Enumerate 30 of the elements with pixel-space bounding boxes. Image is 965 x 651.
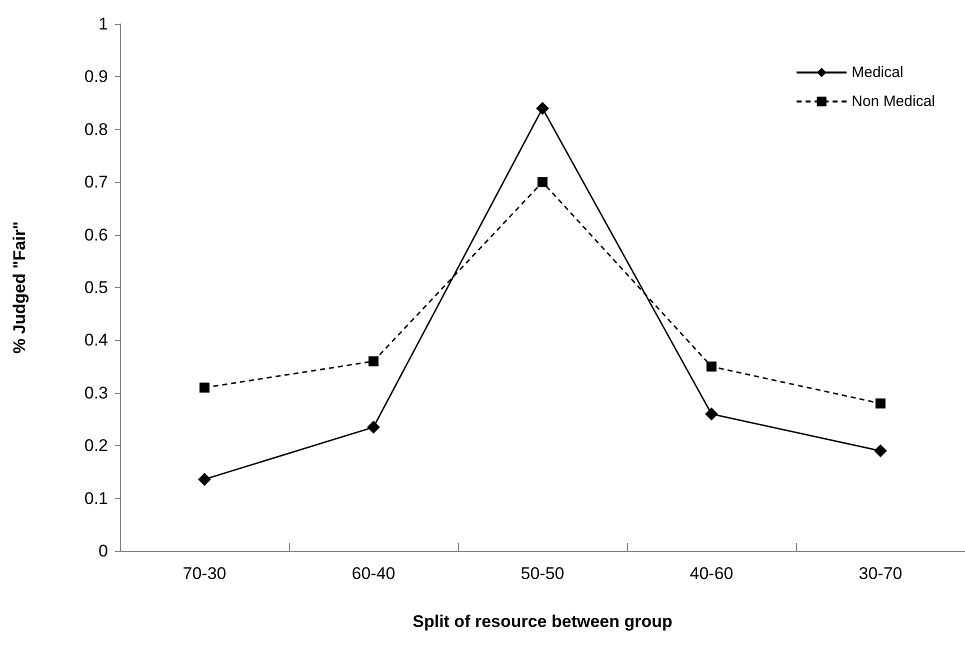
x-axis-title: Split of resource between group (412, 612, 672, 631)
y-tick-label: 0.9 (84, 67, 108, 86)
point (706, 362, 716, 372)
y-tick-label: 0.8 (84, 120, 108, 139)
x-tick-label: 40-60 (690, 564, 734, 583)
point (200, 382, 210, 393)
point (536, 102, 549, 115)
x-tick-label: 70-30 (182, 564, 226, 583)
y-tick-label: 0.7 (84, 172, 108, 192)
point (876, 398, 886, 408)
y-tick-label: 1 (98, 14, 108, 34)
legend-label: Non Medical (852, 93, 936, 110)
x-tick-label: 30-70 (858, 564, 902, 583)
x-tick-label: 50-50 (520, 564, 564, 583)
point (368, 356, 378, 366)
x-tick-label: 60-40 (352, 564, 396, 583)
y-tick-label: 0 (98, 542, 108, 560)
point (198, 472, 211, 486)
y-tick-label: 0.2 (84, 436, 108, 456)
point (705, 407, 718, 420)
y-tick-label: 0.4 (84, 330, 108, 350)
y-axis-title: % Judged "Fair" (10, 221, 29, 354)
y-tick-label: 0.6 (84, 225, 108, 244)
point (367, 420, 380, 434)
point (538, 177, 548, 188)
point (874, 444, 887, 458)
legend-label: Medical (852, 64, 904, 81)
y-tick-label: 0.1 (84, 488, 108, 508)
y-tick-label: 0.5 (84, 278, 108, 297)
y-tick-label: 0.3 (84, 383, 108, 402)
